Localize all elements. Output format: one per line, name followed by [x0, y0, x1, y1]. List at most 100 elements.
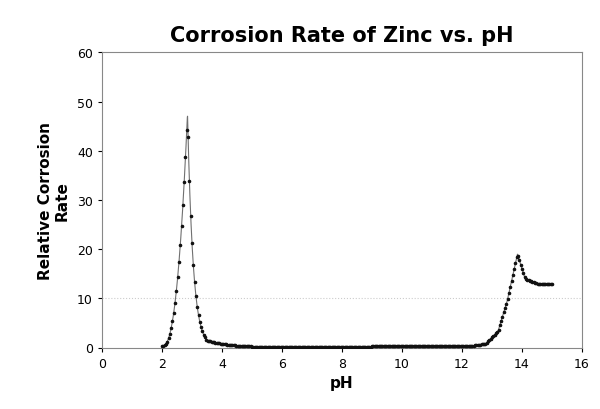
Point [313, 344, 322, 351]
Point [511, 260, 520, 267]
Point [271, 344, 280, 351]
Point [366, 344, 376, 351]
Point [269, 344, 279, 351]
Point [220, 341, 229, 348]
Point [197, 328, 207, 335]
Point [232, 342, 241, 349]
Point [333, 344, 343, 351]
Point [317, 344, 327, 351]
Point [285, 344, 295, 351]
Point [465, 343, 475, 349]
Point [398, 343, 408, 349]
Point [436, 343, 446, 349]
Point [393, 343, 403, 349]
Point [167, 318, 177, 325]
Point [208, 339, 218, 346]
Point [185, 178, 194, 185]
Point [526, 278, 536, 285]
Point [385, 343, 395, 349]
Point [166, 325, 176, 332]
Point [527, 279, 537, 285]
Point [533, 281, 542, 287]
Point [226, 342, 236, 348]
Point [539, 281, 549, 287]
Point [426, 343, 436, 349]
Point [495, 322, 505, 329]
Point [545, 281, 554, 287]
Point [440, 343, 450, 349]
Point [225, 342, 235, 348]
Point [505, 284, 515, 290]
Point [383, 343, 392, 349]
Point [377, 343, 387, 349]
Point [537, 281, 547, 287]
Point [371, 343, 381, 349]
Point [302, 344, 311, 351]
Point [392, 343, 401, 349]
Point [235, 343, 245, 349]
Point [370, 343, 379, 349]
Point [278, 344, 288, 351]
Point [509, 266, 519, 273]
Point [349, 344, 359, 351]
Point [358, 344, 368, 351]
Point [272, 344, 281, 351]
Point [346, 344, 356, 351]
Point [344, 344, 353, 351]
Point [267, 344, 277, 350]
Point [207, 339, 217, 345]
Point [293, 344, 302, 351]
Point [444, 343, 454, 349]
Point [337, 344, 347, 351]
Point [247, 344, 257, 350]
Point [542, 281, 551, 287]
Point [373, 343, 382, 349]
Point [396, 343, 406, 349]
Point [491, 330, 501, 337]
Point [354, 344, 364, 351]
Point [324, 344, 334, 351]
Point [297, 344, 307, 351]
Point [453, 343, 463, 349]
Point [187, 240, 197, 247]
Point [323, 344, 332, 351]
Point [205, 338, 215, 345]
Point [215, 340, 224, 347]
Point [422, 343, 431, 349]
Point [368, 343, 378, 349]
Point [165, 331, 175, 337]
Point [157, 343, 167, 349]
Point [350, 344, 360, 351]
Point [223, 342, 232, 348]
Point [499, 309, 509, 316]
Point [320, 344, 330, 351]
Point [177, 223, 187, 230]
Point [521, 276, 531, 283]
Point [515, 257, 524, 264]
Point [196, 324, 206, 331]
Point [218, 341, 228, 348]
Point [308, 344, 318, 351]
Point [525, 278, 535, 284]
Point [518, 270, 528, 276]
Point [461, 343, 471, 349]
Point [401, 343, 411, 349]
Point [469, 342, 479, 349]
Point [250, 344, 259, 350]
Point [336, 344, 346, 351]
Point [170, 299, 180, 306]
Point [200, 335, 210, 341]
Point [508, 272, 518, 279]
Point [538, 281, 548, 287]
Point [421, 343, 430, 349]
Point [203, 337, 212, 344]
Point [338, 344, 348, 351]
Point [456, 343, 466, 349]
Point [547, 281, 557, 287]
Point [460, 343, 469, 349]
Point [306, 344, 316, 351]
Point [299, 344, 309, 351]
Point [529, 279, 539, 286]
Point [160, 342, 169, 349]
Point [316, 344, 326, 351]
